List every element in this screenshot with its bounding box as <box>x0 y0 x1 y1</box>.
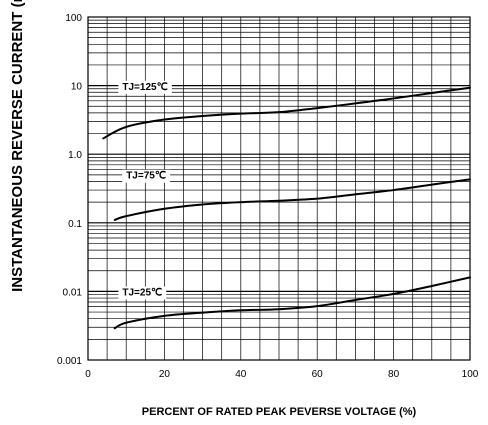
grid <box>88 17 470 360</box>
y-tick-label: 100 <box>65 13 82 24</box>
curves <box>102 86 471 330</box>
curve-label-0: TJ=125℃ <box>118 80 172 94</box>
series-line-1 <box>113 178 471 221</box>
plot-frame <box>87 16 471 361</box>
series-line-0 <box>102 86 471 140</box>
x-tick-label: 60 <box>312 369 324 380</box>
curve-label-text: TJ=25℃ <box>122 288 162 299</box>
curve-label-1: TJ=75℃ <box>122 169 171 183</box>
x-tick-label: 40 <box>235 369 247 380</box>
annotations: TJ=125℃ TJ=75℃ TJ=25℃ <box>118 80 172 300</box>
curve-label-text: TJ=125℃ <box>122 82 167 93</box>
y-tick-label: 1.0 <box>68 150 82 161</box>
curve-label-background <box>118 286 167 300</box>
x-tick-label: 20 <box>159 369 171 380</box>
series-line-2 <box>113 276 471 330</box>
x-axis-label: PERCENT OF RATED PEAK PEVERSE VOLTAGE (%… <box>142 406 417 418</box>
y-tick-label: 0.001 <box>57 356 82 367</box>
y-tick-label: 0.1 <box>68 219 82 230</box>
x-tick-label: 80 <box>388 369 400 380</box>
curve-label-background <box>118 80 172 94</box>
y-tick-label: 0.01 <box>63 287 83 298</box>
y-axis-label: INSTANTANEOUS REVERSE CURRENT (m <box>9 0 26 292</box>
x-tick-label: 0 <box>85 369 91 380</box>
curve-label-text: TJ=75℃ <box>126 171 166 182</box>
x-tick-labels: 0 20 40 60 80 100 <box>85 369 479 380</box>
y-tick-label: 10 <box>71 82 83 93</box>
curve-label-2: TJ=25℃ <box>118 286 167 300</box>
y-tick-labels: 0.001 0.01 0.1 1.0 10 100 <box>57 13 82 367</box>
x-tick-label: 100 <box>462 369 479 380</box>
curve-label-background <box>122 169 171 183</box>
